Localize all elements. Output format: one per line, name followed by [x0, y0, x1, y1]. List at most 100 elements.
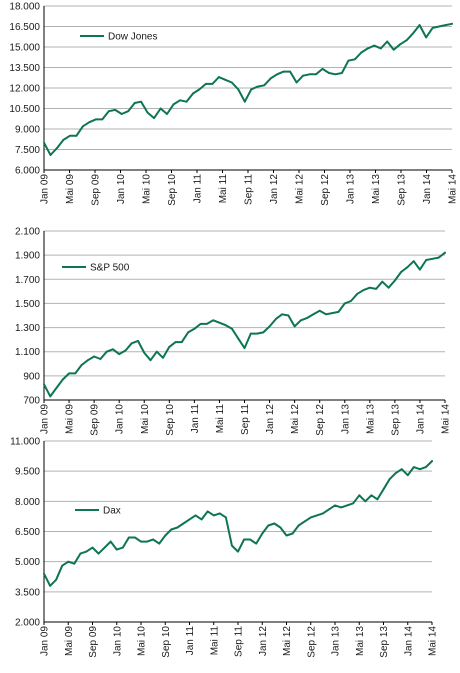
dax-data-point — [67, 560, 70, 563]
dow-jones-data-point — [347, 59, 350, 62]
sp-500-data-point — [168, 346, 171, 348]
sp-500-x-tick-label: Jan 14 — [415, 404, 426, 434]
sp-500-y-tick-label: 1.100 — [15, 347, 40, 358]
sp-500-data-point — [325, 313, 327, 316]
sp-500-data-point — [105, 350, 108, 353]
dow-jones-data-point — [418, 24, 421, 26]
dax-data-point — [267, 524, 270, 527]
sp-500-data-point — [49, 395, 52, 398]
dax-data-point — [170, 528, 173, 531]
sp-500-data-point — [318, 309, 321, 312]
dow-jones-data-point — [166, 113, 168, 115]
dow-jones-y-tick-label: 7.500 — [15, 145, 40, 156]
sp-500-data-point — [356, 292, 359, 295]
dax-x-tick-label: Sep 11 — [234, 626, 245, 657]
dax-data-point — [309, 516, 312, 519]
dow-jones-data-point — [341, 72, 343, 74]
sp-500-x-tick-label: Mai 14 — [441, 404, 452, 434]
dax-data-point — [279, 526, 282, 529]
dow-jones-data-point — [205, 83, 207, 85]
dax-data-point — [315, 514, 318, 517]
dax-data-point — [218, 512, 221, 515]
sp-500-data-point — [400, 271, 402, 273]
dow-jones-data-point — [43, 141, 45, 144]
sp-500-data-point — [87, 359, 89, 362]
sp-500-y-tick-label: 1.900 — [15, 251, 40, 262]
dax-data-point — [182, 522, 185, 525]
sp-500-x-tick-label: Jan 13 — [340, 404, 351, 434]
dow-jones-data-point — [289, 70, 291, 73]
dow-jones-data-point — [360, 51, 363, 54]
dow-jones-data-point — [56, 147, 58, 150]
sp-500-data-point — [218, 321, 221, 324]
dax-data-point — [406, 474, 409, 477]
dow-jones-data-point — [107, 110, 110, 113]
sp-500-y-tick-label: 1.700 — [15, 275, 40, 286]
sp-500-data-point — [394, 279, 396, 282]
sp-500-data-point — [274, 318, 277, 320]
sp-500-x-tick-label: Sep 11 — [240, 404, 251, 435]
dax-data-point — [394, 472, 397, 475]
sp-500-data-point — [55, 387, 58, 389]
dax-data-point — [425, 466, 427, 468]
dow-jones-data-point — [269, 77, 272, 80]
dax-data-point — [261, 532, 264, 535]
dax-data-point — [370, 494, 373, 497]
dow-jones-data-point — [425, 36, 427, 39]
dow-jones-legend: Dow Jones — [80, 32, 157, 43]
dax-x-tick-label: Jan 12 — [258, 626, 269, 656]
sp-500-legend-label: S&P 500 — [90, 263, 130, 274]
dax-data-point — [358, 494, 361, 497]
dow-jones-y-tick-label: 10.500 — [9, 104, 40, 115]
dax-data-point — [285, 534, 288, 537]
sp-500-data-point — [212, 319, 215, 322]
sp-500-data-point — [287, 314, 290, 317]
sp-500-data-point — [381, 280, 384, 283]
dax-data-point — [49, 584, 51, 587]
dow-jones-data-point — [399, 43, 402, 46]
sp-500-data-point — [43, 383, 45, 386]
dax-data-point — [91, 546, 94, 549]
dow-jones-data-point — [302, 74, 304, 77]
sp-500-x-tick-label: Mai 12 — [290, 404, 301, 434]
dow-jones-data-point — [153, 117, 156, 119]
dow-jones-data-point — [159, 107, 162, 110]
sp-500-y-tick-label: 1.300 — [15, 323, 40, 334]
sp-500-x-tick-label: Sep 10 — [165, 404, 176, 436]
sp-500-x-tick-label: Jan 09 — [40, 404, 51, 434]
sp-500-data-point — [193, 327, 196, 330]
dow-jones-data-point — [127, 110, 130, 113]
sp-500-data-point — [80, 364, 83, 366]
sp-500-x-tick-label: Sep 13 — [390, 404, 401, 436]
sp-500-data-point — [112, 348, 114, 351]
dax-data-point — [303, 520, 306, 523]
dow-jones-data-point — [354, 58, 356, 61]
dax-data-point — [97, 552, 100, 555]
dax-data-point — [297, 524, 300, 527]
dow-jones-data-point — [192, 92, 194, 95]
sp-500-x-tick-label: Jan 10 — [115, 404, 126, 434]
dax-y-tick-label: 9.500 — [15, 467, 40, 478]
dow-jones-data-point — [308, 73, 311, 76]
sp-500-data-point — [337, 311, 340, 313]
sp-500-x-tick-label: Mai 13 — [365, 404, 376, 434]
dax-data-point — [85, 550, 88, 553]
dow-jones-x-tick-label: Jan 12 — [269, 174, 280, 204]
dow-jones-data-point — [328, 72, 330, 74]
dow-jones-data-point — [438, 25, 440, 28]
dax-data-point — [140, 540, 142, 543]
dow-jones-y-tick-label: 9.000 — [15, 125, 40, 136]
dow-jones-data-point — [198, 88, 201, 91]
dow-jones-x-tick-label: Sep 11 — [244, 174, 255, 205]
sp-500-data-point — [137, 340, 139, 342]
sp-500-data-point — [93, 355, 95, 358]
sp-500-data-point — [61, 378, 64, 381]
dax-data-point — [212, 514, 215, 517]
sp-500-data-point — [362, 289, 365, 291]
dow-jones-y-tick-label: 15.000 — [9, 43, 40, 54]
dax-data-point — [206, 510, 209, 513]
dax-data-point — [249, 538, 252, 541]
sp-500-x-tick-label: Mai 11 — [215, 404, 226, 434]
dax-x-tick-label: Mai 11 — [209, 626, 220, 656]
dax-x-tick-label: Mai 14 — [428, 626, 439, 656]
